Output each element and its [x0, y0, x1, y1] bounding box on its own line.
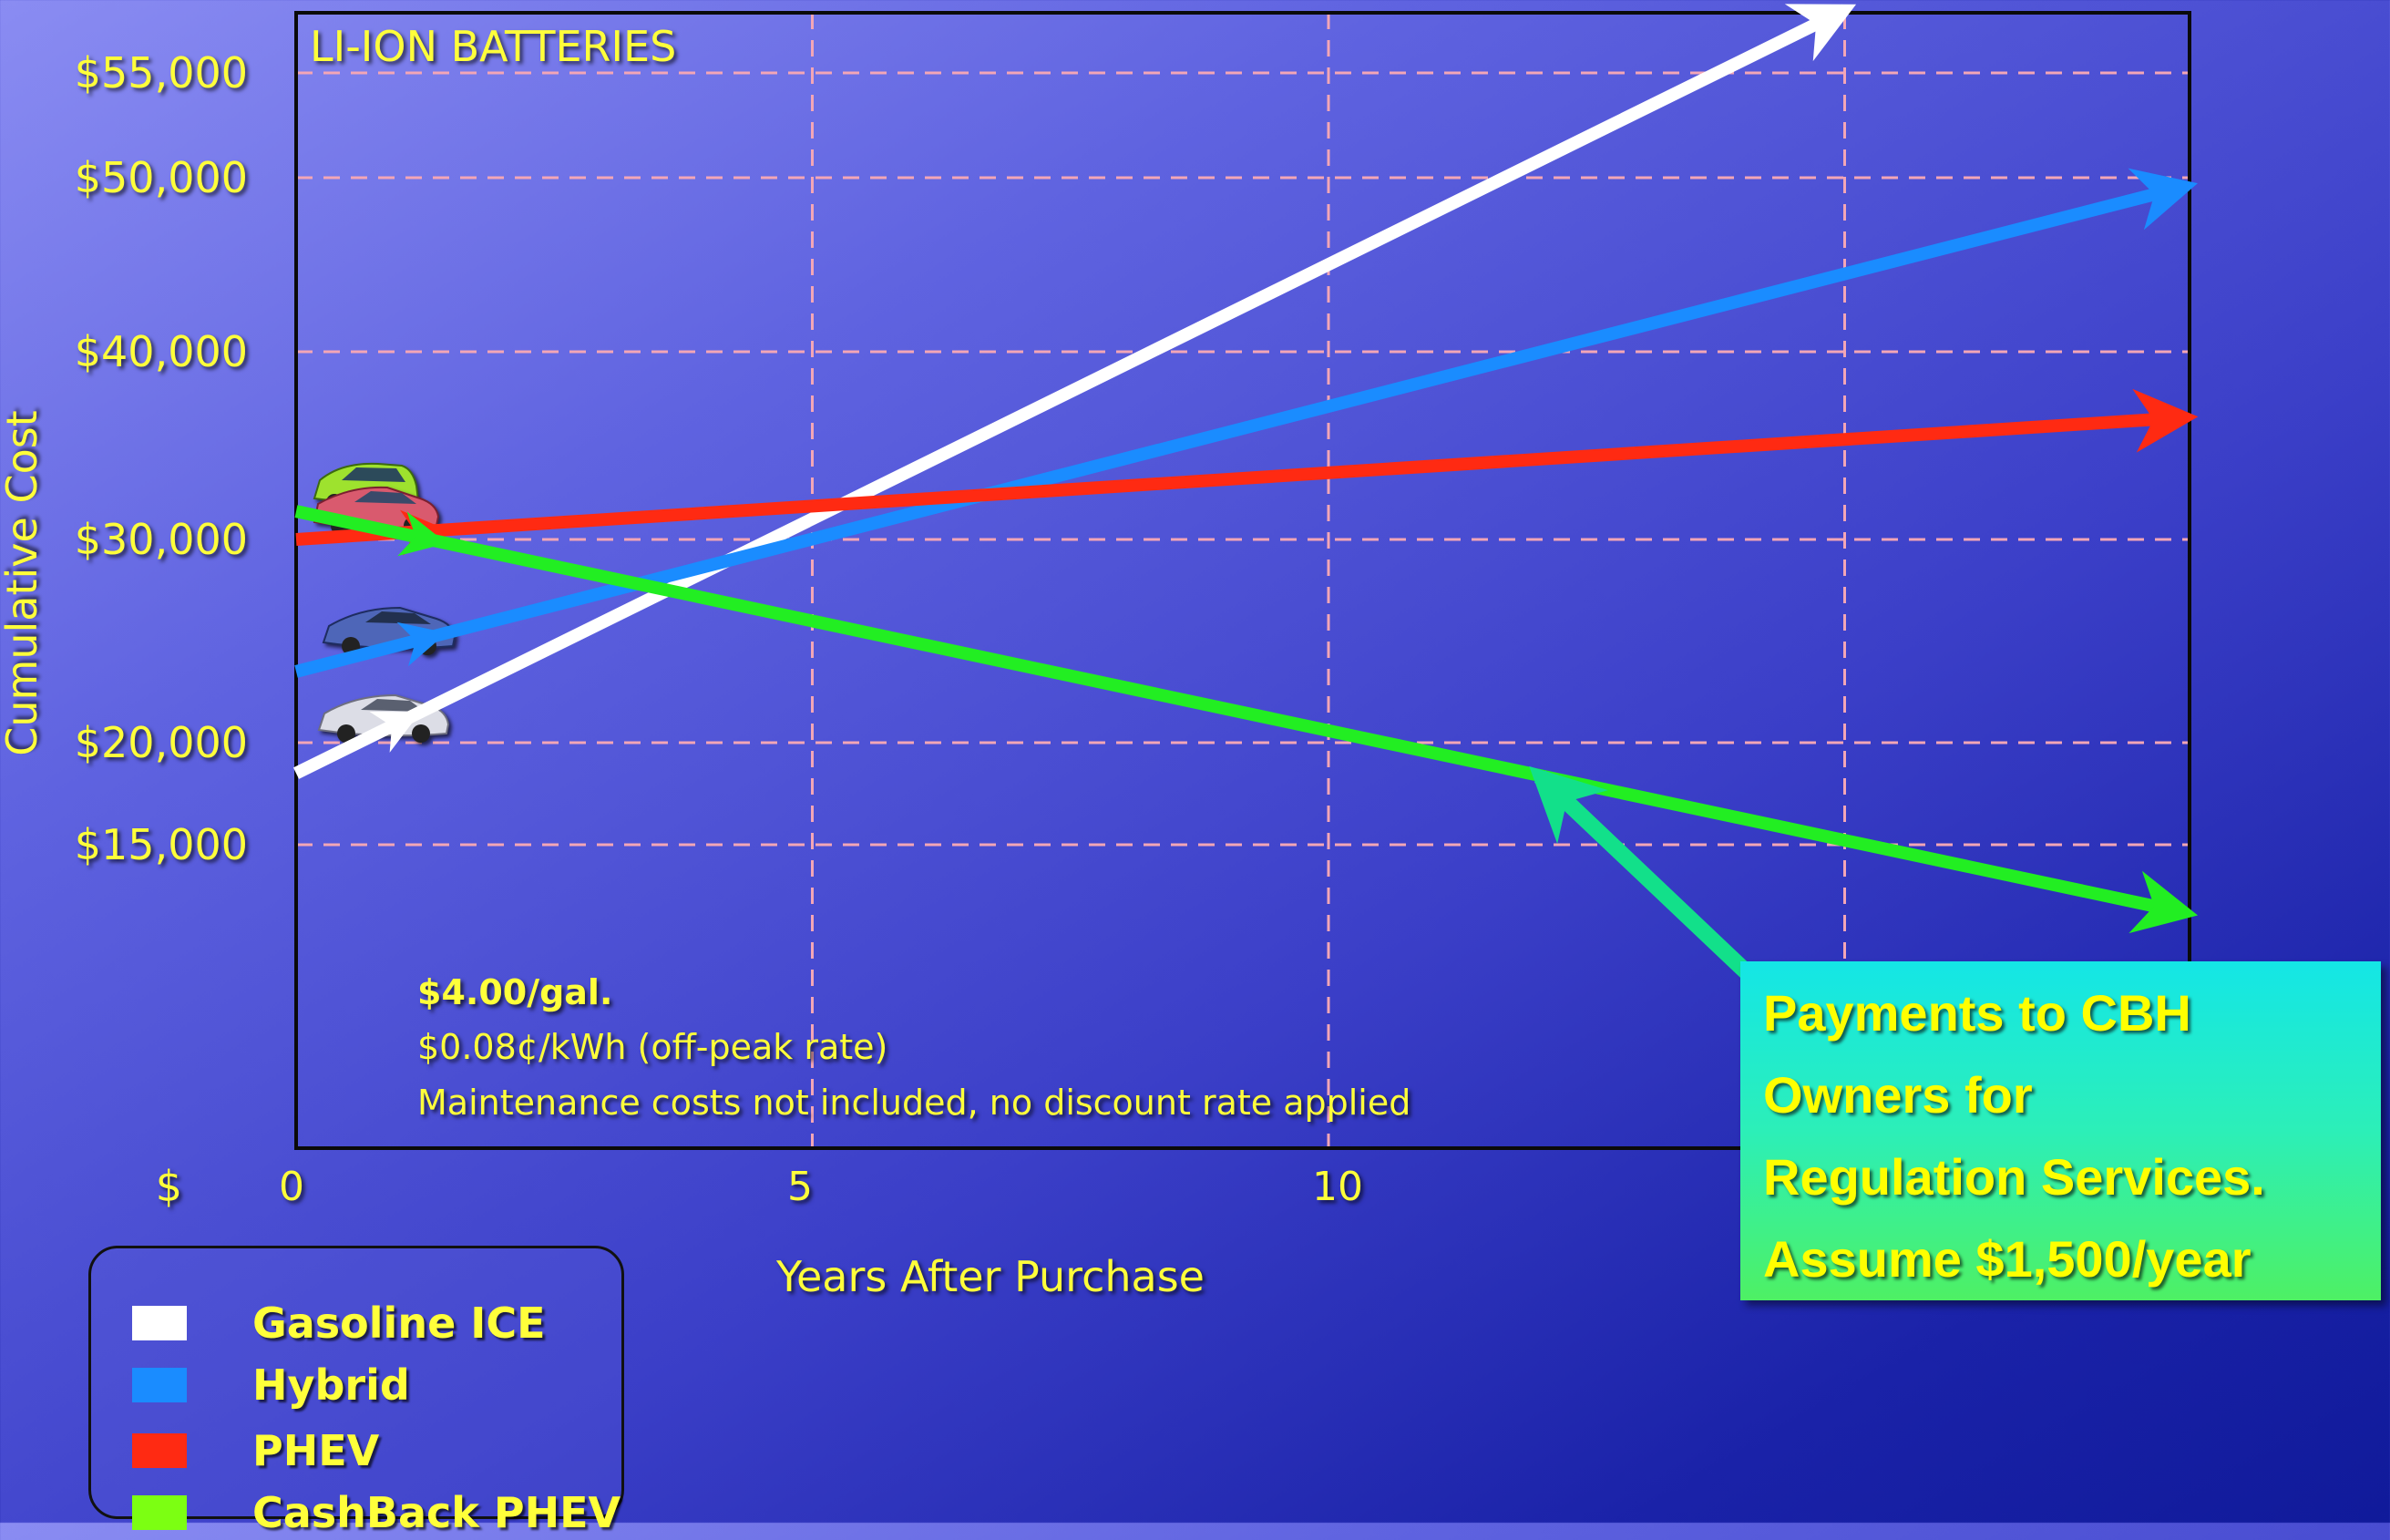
- chart-title: LI-ION BATTERIES: [310, 22, 676, 71]
- legend-label: PHEV: [252, 1426, 380, 1475]
- legend-item-cashback-phev: CashBack PHEV: [132, 1485, 621, 1540]
- y-axis-title: Cumulative Cost: [0, 410, 46, 755]
- y-tick-label: $55,000: [75, 48, 248, 98]
- y-tick-label: $30,000: [75, 515, 248, 564]
- series-line-phev: [295, 388, 2199, 546]
- legend-label: Hybrid: [252, 1360, 410, 1410]
- legend-label: Gasoline ICE: [252, 1299, 546, 1348]
- legend-swatch: [132, 1495, 187, 1530]
- legend: Gasoline ICE Hybrid PHEV CashBack PHEV: [88, 1246, 624, 1537]
- legend-item-phev: PHEV: [132, 1423, 379, 1478]
- legend-swatch: [132, 1306, 187, 1340]
- plot-frame: [294, 11, 2191, 1150]
- y-tick-label: $: [156, 1162, 182, 1211]
- grid-layer: [296, 13, 2190, 1148]
- legend-label: CashBack PHEV: [252, 1488, 621, 1537]
- y-tick-label: $20,000: [75, 718, 248, 767]
- series-line-cashback-phev: [294, 505, 2199, 934]
- series-start-arrow: [396, 621, 447, 667]
- series-start-arrow: [369, 712, 421, 753]
- y-tick-label: $15,000: [75, 820, 248, 869]
- x-tick-label: 5: [787, 1164, 813, 1210]
- legend-item-gasoline-ice: Gasoline ICE: [132, 1296, 546, 1350]
- legend-swatch: [132, 1433, 187, 1468]
- y-axis-ticks: $ $15,000 $20,000 $30,000 $40,000 $50,000 $55,…: [75, 48, 248, 1211]
- callout-text: Payments to CBH Owners for Regulation Se…: [1763, 984, 2265, 1288]
- x-tick-label: 10: [1312, 1164, 1363, 1210]
- x-axis-ticks: 051015: [279, 1164, 1880, 1210]
- gas-price-note: $4.00/gal.: [417, 972, 612, 1012]
- electricity-rate-note: $0.08¢/kWh (off-peak rate): [417, 1027, 887, 1067]
- series-start-arrow: [397, 511, 447, 557]
- callout-arrow: [1529, 765, 1756, 981]
- legend-item-hybrid: Hybrid: [132, 1358, 410, 1412]
- x-tick-label: 0: [279, 1164, 304, 1210]
- maintenance-note: Maintenance costs not included, no disco…: [417, 1083, 1410, 1123]
- callout-box: Payments to CBH Owners for Regulation Se…: [1740, 961, 2381, 1300]
- y-tick-label: $40,000: [75, 327, 248, 376]
- y-tick-label: $50,000: [75, 153, 248, 202]
- series-layer: [292, 4, 2199, 934]
- legend-swatch: [132, 1368, 187, 1402]
- series-line-hybrid: [294, 168, 2198, 678]
- series-line-gasoline-ice: [292, 4, 1857, 779]
- x-axis-title: Years After Purchase: [775, 1252, 1205, 1301]
